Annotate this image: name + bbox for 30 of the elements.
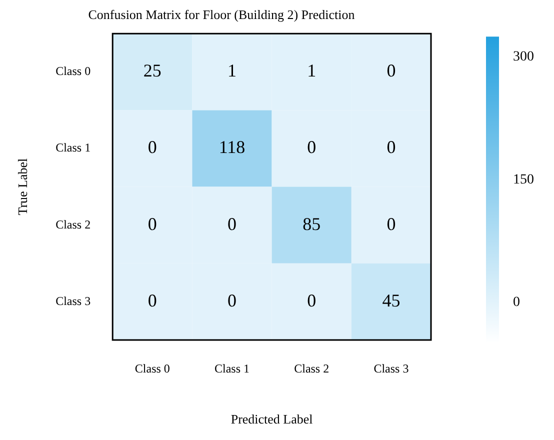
data-label: 0 [307,290,316,310]
data-label: 0 [148,290,157,310]
x-tick-label: Class 3 [374,361,409,376]
data-label: 118 [218,137,246,158]
data-label: 0 [307,137,316,158]
data-label: 0 [148,214,157,234]
data-label: 0 [228,290,236,310]
data-label: 25 [143,60,162,81]
x-axis-title: Predicted Label [230,412,314,427]
chart-title: Confusion Matrix for Floor (Building 2) Prediction [88,7,356,22]
color-bar-label: 300 [513,50,534,65]
x-tick-label: Class 2 [294,361,330,376]
y-axis-title: True Label [15,158,30,216]
data-label: 45 [382,290,400,310]
data-label: 0 [148,137,157,158]
data-label: 85 [302,214,321,234]
y-tick-label: Class 2 [56,217,91,232]
y-tick-label: Class 1 [56,140,91,155]
data-label: 0 [228,214,236,234]
data-label: 1 [307,60,316,81]
color-bar-label: 0 [513,294,520,310]
y-tick-label: Class 3 [56,294,91,308]
x-tick-label: Class 0 [134,361,170,376]
data-label: 0 [386,60,396,81]
data-label: 1 [228,60,236,81]
data-label: 0 [386,214,396,234]
data-label: 0 [386,137,396,158]
color-bar-label: 150 [513,172,534,188]
x-tick-label: Class 1 [214,361,250,376]
y-tick-label: Class 0 [56,64,91,78]
